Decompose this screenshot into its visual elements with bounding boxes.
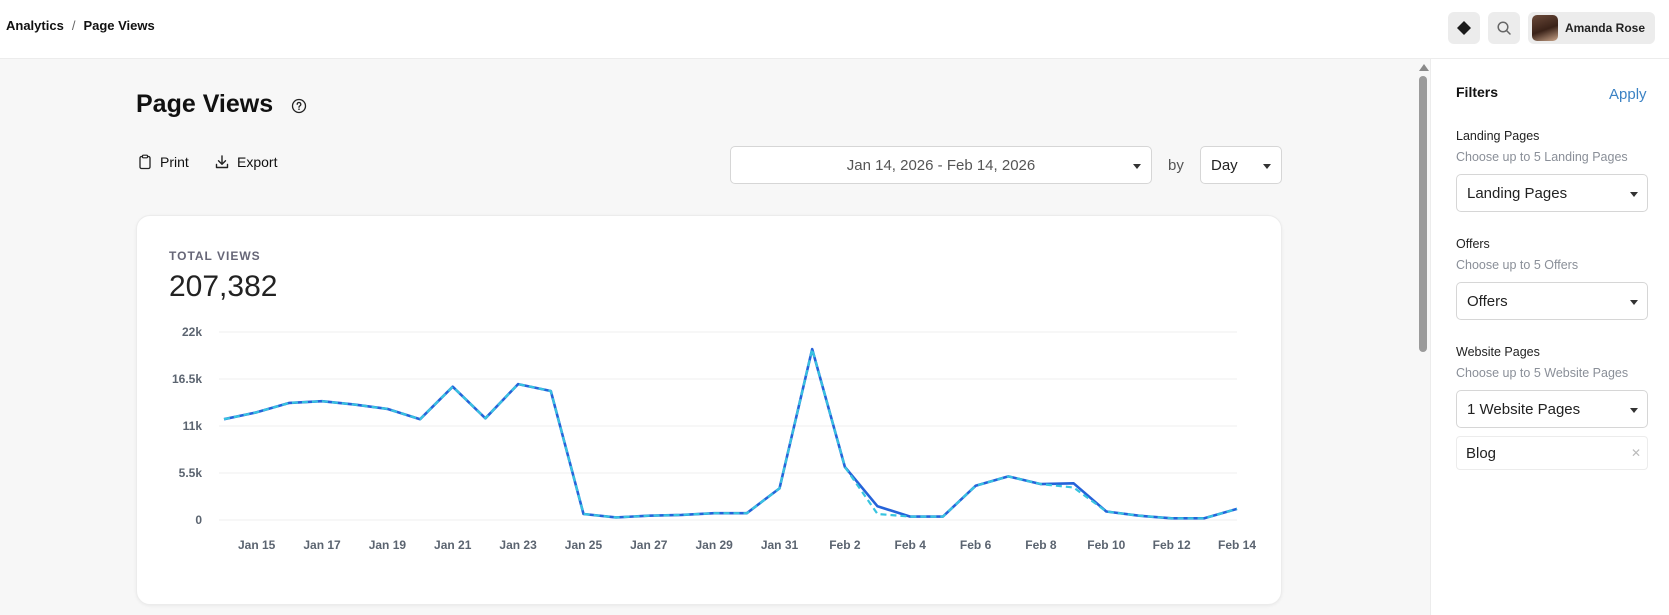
x-tick-label: Feb 12: [1153, 538, 1191, 552]
filters-panel: Filters Apply Landing Pages Choose up to…: [1430, 59, 1669, 615]
scroll-up-arrow[interactable]: [1419, 64, 1429, 71]
total-views-label: TOTAL VIEWS: [169, 249, 261, 263]
export-button[interactable]: Export: [214, 154, 277, 170]
chevron-down-icon: [1263, 164, 1271, 169]
page-views-chart: 22k 16.5k 11k 5.5k 0 Jan 15 Jan 17 Jan 19 Jan 21…: [172, 325, 1256, 552]
page-title: Page Views: [136, 90, 274, 118]
breadcrumb: Analytics / Page Views: [6, 18, 155, 33]
scrollbar-thumb[interactable]: [1419, 76, 1427, 352]
offers-hint: Choose up to 5 Offers: [1456, 258, 1579, 272]
website-pages-select[interactable]: 1 Website Pages: [1456, 390, 1648, 428]
date-range-select[interactable]: Jan 14, 2026 - Feb 14, 2026: [730, 146, 1152, 184]
x-tick-label: Feb 10: [1087, 538, 1125, 552]
filters-title: Filters: [1456, 84, 1499, 100]
top-bar: Analytics / Page Views Amanda Rose: [0, 0, 1669, 59]
offers-value: Offers: [1467, 292, 1508, 310]
landing-pages-filter: Landing Pages Choose up to 5 Landing Pag…: [1456, 129, 1648, 212]
breadcrumb-page-views: Page Views: [83, 18, 155, 33]
by-label: by: [1168, 157, 1184, 174]
breadcrumb-analytics[interactable]: Analytics: [6, 18, 64, 33]
x-tick-label: Feb 8: [1025, 538, 1057, 552]
top-actions: Amanda Rose: [1447, 12, 1655, 44]
x-tick-label: Jan 25: [565, 538, 603, 552]
offers-label: Offers: [1456, 237, 1490, 251]
offers-filter: Offers Choose up to 5 Offers Offers: [1456, 237, 1648, 320]
search-icon: [1497, 21, 1511, 35]
website-pages-filter: Website Pages Choose up to 5 Website Pag…: [1456, 345, 1648, 428]
landing-pages-hint: Choose up to 5 Landing Pages: [1456, 150, 1628, 164]
search-button[interactable]: [1487, 12, 1520, 44]
x-tick-label: Feb 14: [1218, 538, 1256, 552]
download-icon: [215, 155, 229, 169]
y-tick-label: 11k: [183, 419, 203, 433]
diamond-icon: [1456, 21, 1471, 35]
x-tick-label: Jan 17: [303, 538, 341, 552]
chevron-down-icon: [1133, 164, 1141, 169]
apply-button[interactable]: Apply: [1609, 86, 1647, 103]
selected-page-label: Blog: [1466, 444, 1497, 462]
user-name: Amanda Rose: [1564, 21, 1645, 35]
landing-pages-value: Landing Pages: [1467, 184, 1568, 202]
chevron-down-icon: [1630, 300, 1638, 305]
x-tick-label: Jan 27: [630, 538, 668, 552]
x-tick-label: Jan 29: [695, 538, 733, 552]
y-tick-label: 22k: [182, 325, 202, 339]
landing-pages-label: Landing Pages: [1456, 129, 1540, 143]
diamond-button[interactable]: [1447, 12, 1480, 44]
total-views-card: TOTAL VIEWS 207,382 22k 16.5k 11k 5.5k 0 Jan …: [136, 215, 1282, 605]
chevron-down-icon: [1630, 408, 1638, 413]
x-tick-label: Feb 6: [960, 538, 992, 552]
x-tick-label: Jan 23: [499, 538, 537, 552]
offers-select[interactable]: Offers: [1456, 282, 1648, 320]
total-views-value: 207,382: [169, 270, 278, 303]
series-line-2: [223, 347, 1238, 520]
x-tick-label: Feb 4: [895, 538, 927, 552]
x-tick-label: Jan 31: [761, 538, 799, 552]
y-tick-label: 16.5k: [172, 372, 202, 386]
x-tick-label: Jan 21: [434, 538, 472, 552]
user-menu[interactable]: Amanda Rose: [1527, 12, 1655, 44]
granularity-select[interactable]: Day: [1200, 146, 1282, 184]
export-label: Export: [237, 154, 278, 170]
avatar: [1531, 15, 1558, 41]
website-pages-label: Website Pages: [1456, 345, 1540, 359]
x-tick-label: Jan 19: [369, 538, 407, 552]
date-range-value: Jan 14, 2026 - Feb 14, 2026: [846, 156, 1036, 174]
help-icon[interactable]: [291, 98, 307, 114]
x-tick-label: Jan 15: [238, 538, 276, 552]
print-label: Print: [160, 154, 189, 170]
breadcrumb-separator: /: [71, 18, 76, 33]
series-line-1: [223, 347, 1238, 520]
remove-chip-icon[interactable]: ✕: [1630, 446, 1641, 460]
chevron-down-icon: [1630, 192, 1638, 197]
website-pages-hint: Choose up to 5 Website Pages: [1456, 366, 1629, 380]
y-tick-label: 0: [195, 513, 202, 527]
website-pages-value: 1 Website Pages: [1467, 400, 1581, 418]
selected-page-chip: Blog ✕: [1456, 436, 1648, 470]
y-tick-label: 5.5k: [179, 466, 203, 480]
print-button[interactable]: Print: [137, 154, 189, 170]
clipboard-icon: [139, 154, 151, 170]
landing-pages-select[interactable]: Landing Pages: [1456, 174, 1648, 212]
granularity-value: Day: [1211, 156, 1238, 174]
x-tick-label: Feb 2: [829, 538, 861, 552]
